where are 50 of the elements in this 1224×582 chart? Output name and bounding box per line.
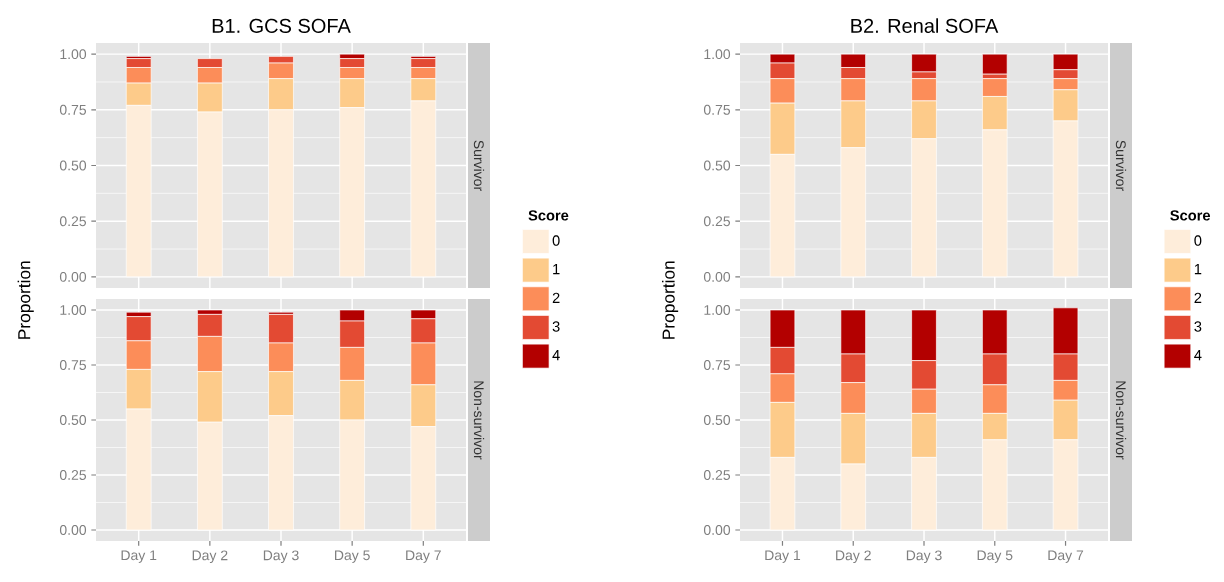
y-tick-label: 0.75 — [59, 104, 87, 115]
chart-title: B1. GCS SOFA — [212, 18, 351, 33]
legend-label: 2 — [1194, 292, 1202, 303]
y-tick-label: 0.75 — [59, 360, 87, 370]
legend-label: 3 — [552, 321, 560, 332]
legend-label: 1 — [553, 264, 560, 275]
legend-label: 4 — [1194, 350, 1202, 361]
y-tick-label: 0.00 — [703, 525, 731, 535]
x-tick-label: Day 7 — [1048, 550, 1084, 563]
text: Non-survivor — [1115, 381, 1127, 460]
y-tick-label: 0.75 — [703, 104, 731, 115]
x-tick-label: Day 3 — [906, 550, 942, 564]
y-axis-title: Proportion — [662, 261, 679, 339]
legend-label: 0 — [552, 235, 560, 246]
text: Non-survivor — [473, 381, 485, 460]
y-tick-label: 0.50 — [703, 160, 731, 171]
y-tick-label: 0.25 — [59, 216, 87, 227]
y-tick-label: 0.25 — [703, 470, 731, 480]
x-tick-label: Day 1 — [121, 550, 157, 563]
y-axis-title: Proportion — [17, 261, 34, 339]
x-tick-label: Day 7 — [406, 550, 441, 563]
legend-label: 0 — [1194, 235, 1202, 246]
y-tick-label: 1.00 — [704, 305, 731, 315]
x-tick-label: Day 1 — [765, 550, 801, 563]
legend-label: 2 — [552, 292, 560, 303]
y-tick-label: 1.00 — [704, 49, 731, 60]
chart-title: B2. Renal SOFA — [851, 18, 999, 33]
y-tick-label: 0.25 — [703, 216, 731, 227]
text: Survivor — [1115, 140, 1127, 191]
x-tick-label: Day 2 — [836, 550, 871, 564]
y-tick-label: 0.25 — [59, 470, 87, 480]
y-tick-label: 0.00 — [59, 271, 87, 282]
y-tick-label: 0.50 — [59, 415, 87, 425]
legend-label: 1 — [1194, 264, 1202, 275]
text: Survivor — [473, 140, 485, 191]
x-tick-label: Day 5 — [335, 550, 370, 563]
y-tick-label: 0.00 — [59, 525, 87, 535]
legend-label: 3 — [1194, 321, 1202, 332]
y-tick-label: 0.50 — [703, 415, 731, 425]
y-tick-label: 1.00 — [60, 305, 87, 315]
legend-title: Score — [528, 210, 569, 221]
x-tick-label: Day 3 — [263, 550, 299, 564]
legend-label: 4 — [552, 350, 560, 361]
legend-title: Score — [1170, 210, 1211, 221]
y-tick-label: 0.50 — [59, 160, 87, 171]
x-tick-label: Day 2 — [192, 550, 228, 564]
y-tick-label: 1.00 — [60, 49, 87, 60]
x-tick-label: Day 5 — [977, 550, 1013, 563]
y-tick-label: 0.75 — [703, 360, 731, 370]
y-tick-label: 0.00 — [703, 271, 731, 282]
